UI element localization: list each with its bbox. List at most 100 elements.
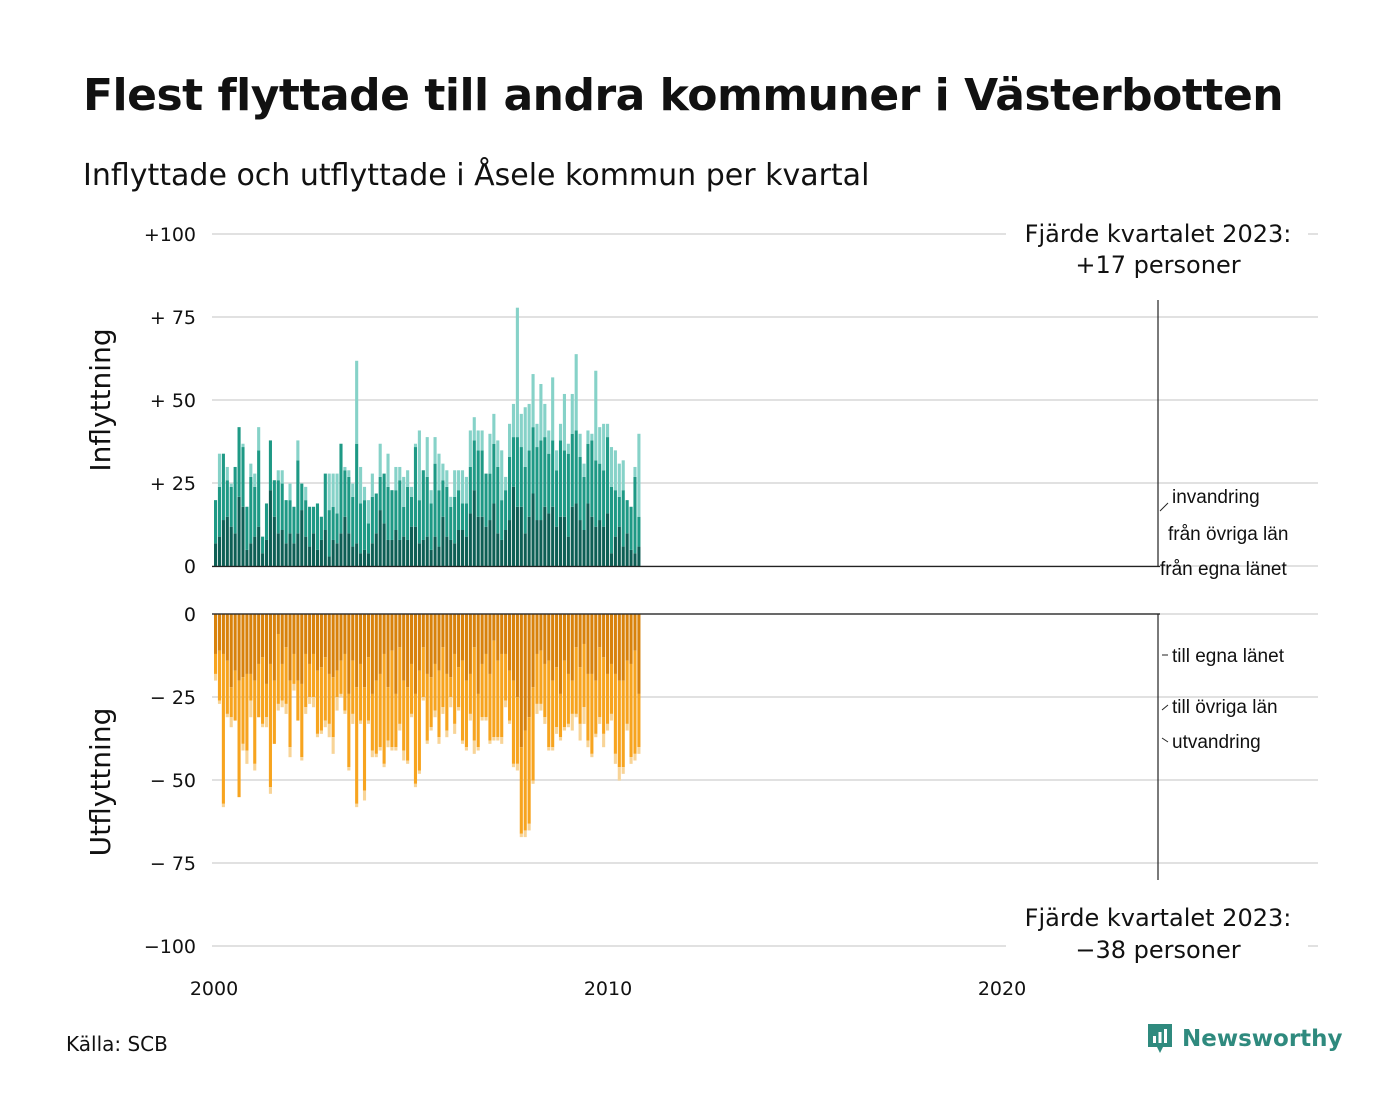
bar-out-0 [508,614,512,671]
bar-in-1 [339,443,343,534]
bar-out-2 [566,723,570,728]
bar-out-0 [531,614,535,688]
bar-in-1 [343,470,347,517]
bar-out-1 [425,673,429,741]
bar-out-0 [276,614,280,634]
bar-out-1 [378,673,382,748]
bar-out-1 [245,673,249,751]
bar-in-0 [468,513,472,567]
bar-in-2 [606,423,610,438]
bar-in-2 [335,473,339,514]
bar-out-0 [241,614,245,678]
bar-in-2 [449,496,453,507]
bar-out-0 [551,614,555,681]
bar-in-0 [570,506,574,567]
bar-in-1 [496,466,500,534]
bar-out-1 [288,680,292,748]
brand-logo: Newsworthy [1146,1022,1343,1056]
bar-out-1 [468,673,472,714]
annotation-in-value: +17 personer [1075,251,1240,279]
bar-out-2 [406,760,410,764]
bar-in-0 [464,536,468,567]
bar-in-1 [355,443,359,544]
bar-in-1 [331,506,335,540]
bar-in-2 [217,453,222,487]
bar-out-1 [527,717,531,824]
bar-out-1 [276,633,280,704]
bar-out-1 [374,680,378,754]
bar-in-0 [253,536,257,567]
bar-out-1 [570,680,574,714]
bar-out-2 [382,763,386,768]
bar-in-2 [351,483,355,497]
bar-in-0 [527,516,531,567]
bar-in-2 [617,463,621,497]
bar-in-2 [602,423,606,471]
bar-in-0 [551,506,555,567]
bar-in-2 [398,466,402,481]
bar-in-1 [594,460,598,527]
bar-out-2 [527,823,531,831]
bar-out-1 [362,687,367,791]
bar-in-0 [217,536,222,567]
bar-out-0 [382,614,386,654]
bar-out-1 [429,677,433,728]
bar-out-2 [308,697,312,704]
bar-out-2 [515,763,519,771]
y-tick-label: 0 [184,604,196,626]
bar-in-1 [555,470,559,527]
bar-in-2 [539,384,543,441]
bar-in-1 [472,440,476,491]
bar-out-1 [264,683,269,718]
bar-out-2 [613,753,617,764]
bar-out-0 [527,614,531,718]
bar-out-2 [472,740,476,754]
bar-out-1 [261,657,265,724]
bar-out-0 [406,614,410,688]
bar-out-1 [629,663,633,758]
bar-out-2 [386,740,390,748]
bar-in-2 [566,443,570,454]
bar-in-0 [629,549,633,567]
bar-in-2 [519,413,523,448]
bar-in-0 [453,543,457,567]
bar-out-2 [280,700,284,708]
bar-out-1 [327,673,331,724]
bar-in-0 [519,506,523,567]
bar-out-0 [370,614,374,694]
bar-in-1 [366,523,370,554]
bar-out-2 [300,757,304,761]
bar-out-0 [323,614,327,658]
bar-in-2 [425,437,429,477]
label-till-ovriga-lan: till övriga län [1172,697,1278,718]
bar-in-2 [633,466,637,477]
bar-out-1 [609,663,614,714]
bar-out-2 [229,717,233,728]
bar-out-2 [268,787,272,794]
bar-out-2 [617,767,621,781]
bar-out-0 [637,614,641,694]
bar-out-2 [437,737,441,744]
bar-out-1 [625,660,629,724]
bar-out-2 [374,753,378,758]
bar-out-1 [515,697,519,764]
bar-in-2 [500,450,504,501]
bar-in-1 [272,480,276,517]
bar-out-1 [300,683,304,758]
bar-out-1 [417,670,421,771]
bar-in-2 [613,450,617,491]
bar-out-1 [390,650,394,748]
bar-out-1 [319,667,323,731]
bar-out-1 [488,673,492,741]
bar-out-2 [378,747,382,751]
bar-out-0 [225,614,229,661]
bar-out-0 [457,614,461,668]
bar-in-0 [602,526,606,567]
bar-out-1 [496,660,500,738]
bar-in-2 [410,486,414,497]
bar-in-0 [386,539,390,567]
bar-out-2 [464,747,468,751]
bar-in-0 [621,546,625,567]
bar-out-0 [582,614,586,644]
bar-out-1 [308,663,312,698]
